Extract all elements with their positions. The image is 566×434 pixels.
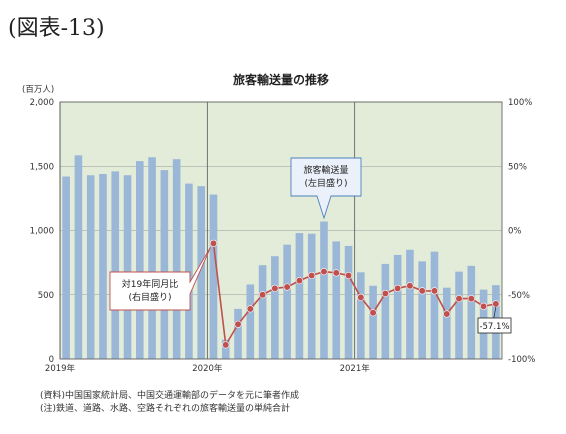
yoy-point bbox=[271, 284, 279, 292]
yoy-point bbox=[381, 289, 389, 298]
plot-border bbox=[59, 101, 503, 360]
yoy-point bbox=[492, 300, 500, 308]
yoy-point bbox=[455, 295, 463, 303]
last-value-label: -57.1% bbox=[479, 322, 509, 332]
bar bbox=[99, 173, 107, 359]
bar bbox=[148, 157, 156, 359]
bar bbox=[381, 263, 390, 359]
bar bbox=[307, 233, 316, 359]
bar bbox=[234, 308, 242, 359]
yoy-point bbox=[357, 293, 365, 301]
bar bbox=[406, 249, 414, 359]
figure-label: (図表-13) bbox=[8, 16, 105, 41]
yoy-point bbox=[344, 271, 353, 280]
bar bbox=[430, 251, 439, 359]
yoy-point bbox=[234, 320, 242, 328]
y-left-tick-label: 1,000 bbox=[30, 227, 54, 237]
y-left-tick-label: 0 bbox=[49, 355, 54, 365]
line-series-callout-label: 対19年同月比 bbox=[122, 278, 178, 290]
bar bbox=[332, 241, 341, 359]
yoy-point bbox=[443, 310, 451, 318]
yoy-point bbox=[222, 341, 230, 349]
y-unit-label: (百万人) bbox=[22, 85, 54, 95]
bar bbox=[185, 183, 193, 359]
bar bbox=[393, 254, 402, 359]
yoy-point bbox=[258, 291, 267, 299]
bar-series-callout bbox=[290, 157, 362, 220]
bar bbox=[258, 265, 267, 359]
yoy-point bbox=[430, 287, 439, 295]
yoy-point bbox=[394, 284, 402, 292]
bar bbox=[295, 233, 304, 359]
x-tick-label: 2021年 bbox=[340, 363, 371, 374]
yoy-point bbox=[406, 282, 414, 290]
bar bbox=[172, 159, 181, 359]
bar bbox=[221, 339, 230, 359]
bar bbox=[197, 186, 206, 359]
y-right-tick-label: -100% bbox=[508, 355, 535, 365]
bar bbox=[74, 155, 83, 359]
yoy-point bbox=[209, 239, 218, 247]
bar bbox=[271, 256, 279, 359]
bar bbox=[111, 171, 120, 359]
chart-notes: (資料)中国国家統計局、中国交通運輸部のデータを元に筆者作成 (注)鉄道、道路、… bbox=[40, 390, 299, 416]
bar bbox=[246, 284, 255, 359]
bar bbox=[209, 194, 218, 359]
yoy-point bbox=[320, 268, 328, 276]
y-left-tick-label: 500 bbox=[38, 291, 54, 301]
bar bbox=[135, 161, 144, 359]
yoy-point bbox=[246, 305, 254, 313]
y-right-tick-label: 50% bbox=[508, 162, 527, 172]
bar bbox=[369, 285, 377, 359]
x-tick-label: 2019年 bbox=[45, 363, 76, 374]
source-note: (資料)中国国家統計局、中国交通運輸部のデータを元に筆者作成 bbox=[40, 391, 300, 401]
chart-title: 旅客輸送量の推移 bbox=[233, 72, 329, 87]
bar bbox=[418, 261, 427, 359]
bar-series-callout-label: 旅客輸送量 bbox=[303, 164, 348, 176]
y-right-tick-label: 100% bbox=[508, 98, 532, 108]
y-right-tick-label: 0% bbox=[508, 227, 522, 237]
line-series-callout-label: (右目盛り) bbox=[128, 291, 171, 303]
line-series-callout bbox=[109, 247, 211, 311]
passenger-volume-chart: 0 500 1,000 1,500 2,000 -100% -50% 0% 50% 100% 201… bbox=[22, 72, 535, 374]
bar bbox=[442, 287, 451, 359]
bar bbox=[62, 176, 70, 359]
yoy-point bbox=[418, 287, 426, 295]
yoy-point bbox=[479, 302, 488, 310]
bar bbox=[160, 170, 169, 359]
bar bbox=[320, 221, 328, 359]
footnote: (注)鉄道、道路、水路、空路それぞれの旅客輸送量の単純合計 bbox=[40, 404, 291, 414]
y-right-tick-label: -50% bbox=[508, 291, 530, 301]
yoy-point bbox=[332, 269, 340, 277]
yoy-point bbox=[283, 283, 291, 291]
y-left-tick-label: 1,500 bbox=[30, 162, 54, 172]
last-value-leader bbox=[493, 306, 497, 319]
bar bbox=[283, 244, 291, 359]
bar bbox=[344, 245, 353, 359]
yoy-point bbox=[369, 309, 377, 317]
bar bbox=[86, 175, 95, 359]
y-left-tick-label: 2,000 bbox=[30, 98, 54, 108]
bar-series-callout-label: (左目盛り) bbox=[304, 177, 347, 189]
bar bbox=[467, 265, 476, 359]
yoy-point bbox=[295, 277, 304, 285]
yoy-point bbox=[308, 271, 316, 280]
x-tick-label: 2020年 bbox=[192, 363, 223, 374]
last-value-box bbox=[477, 317, 512, 334]
bar bbox=[455, 271, 463, 359]
bar bbox=[123, 175, 132, 359]
bar bbox=[356, 272, 365, 359]
yoy-point bbox=[467, 295, 475, 303]
